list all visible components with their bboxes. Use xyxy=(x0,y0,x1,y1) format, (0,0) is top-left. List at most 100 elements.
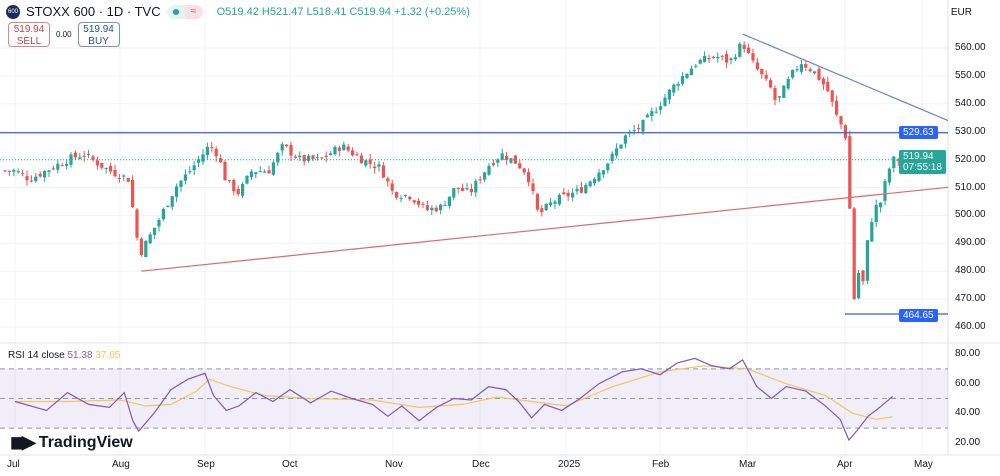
candle-body xyxy=(223,161,227,181)
candle-body xyxy=(465,188,469,190)
candle-body xyxy=(241,184,245,196)
candle-body xyxy=(830,90,834,102)
candle-body xyxy=(491,163,495,166)
candle-body xyxy=(219,158,223,163)
candle-body xyxy=(456,187,460,190)
candle-body xyxy=(373,166,377,169)
candle-body xyxy=(113,169,117,177)
candle-body xyxy=(359,155,363,164)
candle-body xyxy=(293,156,297,158)
candle-body xyxy=(817,68,821,80)
candle-body xyxy=(439,204,443,211)
candle-body xyxy=(562,192,566,195)
candle-body xyxy=(434,207,438,212)
candle-body xyxy=(153,227,157,235)
delayed-data-icon: ≈ xyxy=(184,4,203,19)
candle-body xyxy=(249,171,253,178)
candle-body xyxy=(698,59,702,64)
low-price-tag: 464.65 xyxy=(899,309,938,322)
tradingview-logo[interactable]: ◼▶ TradingView xyxy=(10,432,133,452)
candle-body xyxy=(25,176,29,181)
time-axis-label: Sep xyxy=(197,459,215,470)
candle-body xyxy=(707,58,711,60)
candle-body xyxy=(720,55,724,57)
time-axis-label: Apr xyxy=(837,459,853,470)
price-axis-label: 470.00 xyxy=(955,293,986,305)
candle-body xyxy=(557,194,561,205)
candle-body xyxy=(786,78,790,89)
candle-body xyxy=(298,155,302,158)
candle-body xyxy=(403,194,407,196)
candle-body xyxy=(3,170,7,172)
sell-button[interactable]: 519.94 SELL xyxy=(8,22,50,47)
candle-body xyxy=(597,172,601,182)
candle-body xyxy=(131,179,135,208)
candle-body xyxy=(452,188,456,198)
candle-body xyxy=(742,44,746,49)
ohlc-values: O519.42 H521.47 L518.41 C519.94 +1.32 (+… xyxy=(216,5,470,18)
candle-body xyxy=(654,111,658,113)
buy-button[interactable]: 519.94 BUY xyxy=(77,22,120,47)
last-price-tag: 519.94 07:55:18 xyxy=(899,150,946,174)
candle-body xyxy=(82,155,86,157)
candle-body xyxy=(276,153,280,163)
candle-body xyxy=(733,57,737,60)
rsi-legend[interactable]: RSI 14 close 51.38 37.65 xyxy=(8,350,121,361)
candle-body xyxy=(729,58,733,61)
candle-body xyxy=(667,89,671,100)
candle-body xyxy=(443,204,447,206)
candle-body xyxy=(175,186,179,197)
candle-body xyxy=(351,150,355,156)
candle-body xyxy=(813,71,817,74)
candle-body xyxy=(183,174,187,181)
candle-body xyxy=(210,147,214,149)
price-axis-label: 550.00 xyxy=(955,69,986,81)
candle-body xyxy=(738,43,742,57)
candle-body xyxy=(91,156,95,160)
candle-body xyxy=(848,136,852,209)
candle-body xyxy=(632,130,636,132)
rsi-axis-label: 80.00 xyxy=(955,348,981,359)
currency-label[interactable]: EUR xyxy=(950,7,972,18)
price-axis-label: 490.00 xyxy=(955,237,986,249)
candle-body xyxy=(447,196,451,207)
candle-body xyxy=(285,144,289,147)
candle-body xyxy=(769,80,773,88)
candle-body xyxy=(725,53,729,63)
time-axis-label: Oct xyxy=(282,459,298,470)
price-axis-label: 510.00 xyxy=(955,181,986,193)
candle-body xyxy=(315,156,319,158)
candle-body xyxy=(368,159,372,164)
price-axis-label: 520.00 xyxy=(955,153,986,165)
candle-body xyxy=(227,180,231,182)
candle-body xyxy=(804,63,808,68)
candle-body xyxy=(619,144,623,149)
candle-body xyxy=(60,165,64,167)
candle-body xyxy=(236,188,240,195)
candle-body xyxy=(505,156,509,161)
candle-body xyxy=(610,153,614,162)
candle-body xyxy=(663,97,667,107)
support-trendline xyxy=(141,186,949,272)
candle-body xyxy=(34,176,38,182)
candle-body xyxy=(289,144,293,156)
candle-body xyxy=(122,175,126,177)
candle-body xyxy=(117,178,121,180)
price-axis-label: 540.00 xyxy=(955,97,986,109)
rsi-ma-line xyxy=(15,365,893,420)
candle-body xyxy=(896,159,900,162)
candle-body xyxy=(430,207,434,211)
candle-body xyxy=(51,168,55,170)
tradingview-logo-icon: ◼▶ xyxy=(10,432,36,452)
candle-body xyxy=(425,205,429,210)
candle-body xyxy=(474,180,478,193)
candle-body xyxy=(879,202,883,208)
symbol-title[interactable]: STOXX 600 · 1D · TVC xyxy=(26,4,161,19)
candle-body xyxy=(126,178,130,182)
candle-body xyxy=(47,170,51,172)
candle-body xyxy=(751,53,755,61)
candle-body xyxy=(69,154,73,165)
candle-body xyxy=(197,159,201,163)
candle-body xyxy=(544,204,548,210)
